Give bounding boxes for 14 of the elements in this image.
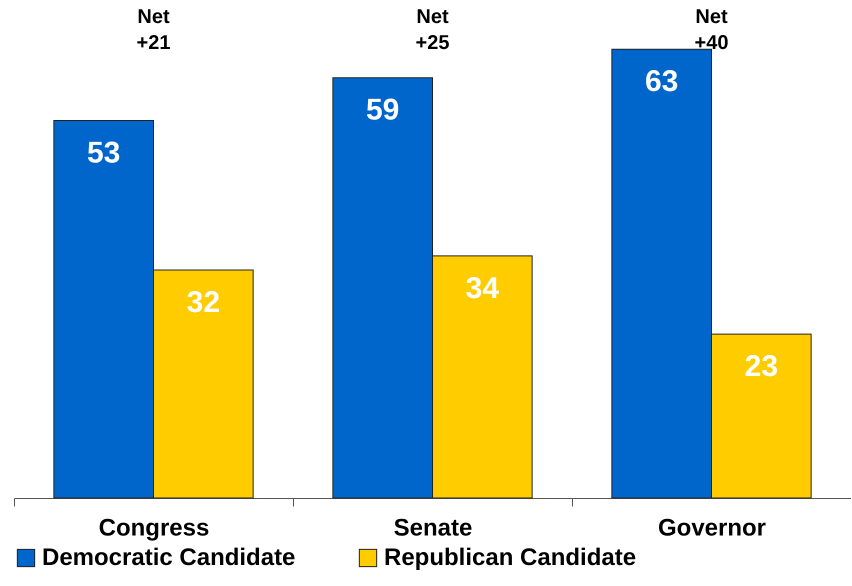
x-tick-label: Governor	[658, 514, 766, 542]
data-label: 32	[186, 286, 220, 320]
data-label: 63	[644, 65, 678, 98]
data-label: 34	[466, 272, 500, 305]
x-tick-label: Congress	[98, 514, 210, 542]
x-tick-label: Senate	[394, 514, 472, 542]
annotation: Net +21	[136, 6, 170, 54]
annotation: Net +40	[694, 6, 728, 54]
data-label: 59	[366, 94, 400, 127]
legend-label: Republican Candidate	[384, 544, 636, 571]
legend-label: Democratic Candidate	[42, 544, 296, 571]
annotation: Net +25	[416, 6, 450, 54]
data-label: 23	[744, 350, 778, 384]
data-label: 53	[86, 136, 120, 170]
